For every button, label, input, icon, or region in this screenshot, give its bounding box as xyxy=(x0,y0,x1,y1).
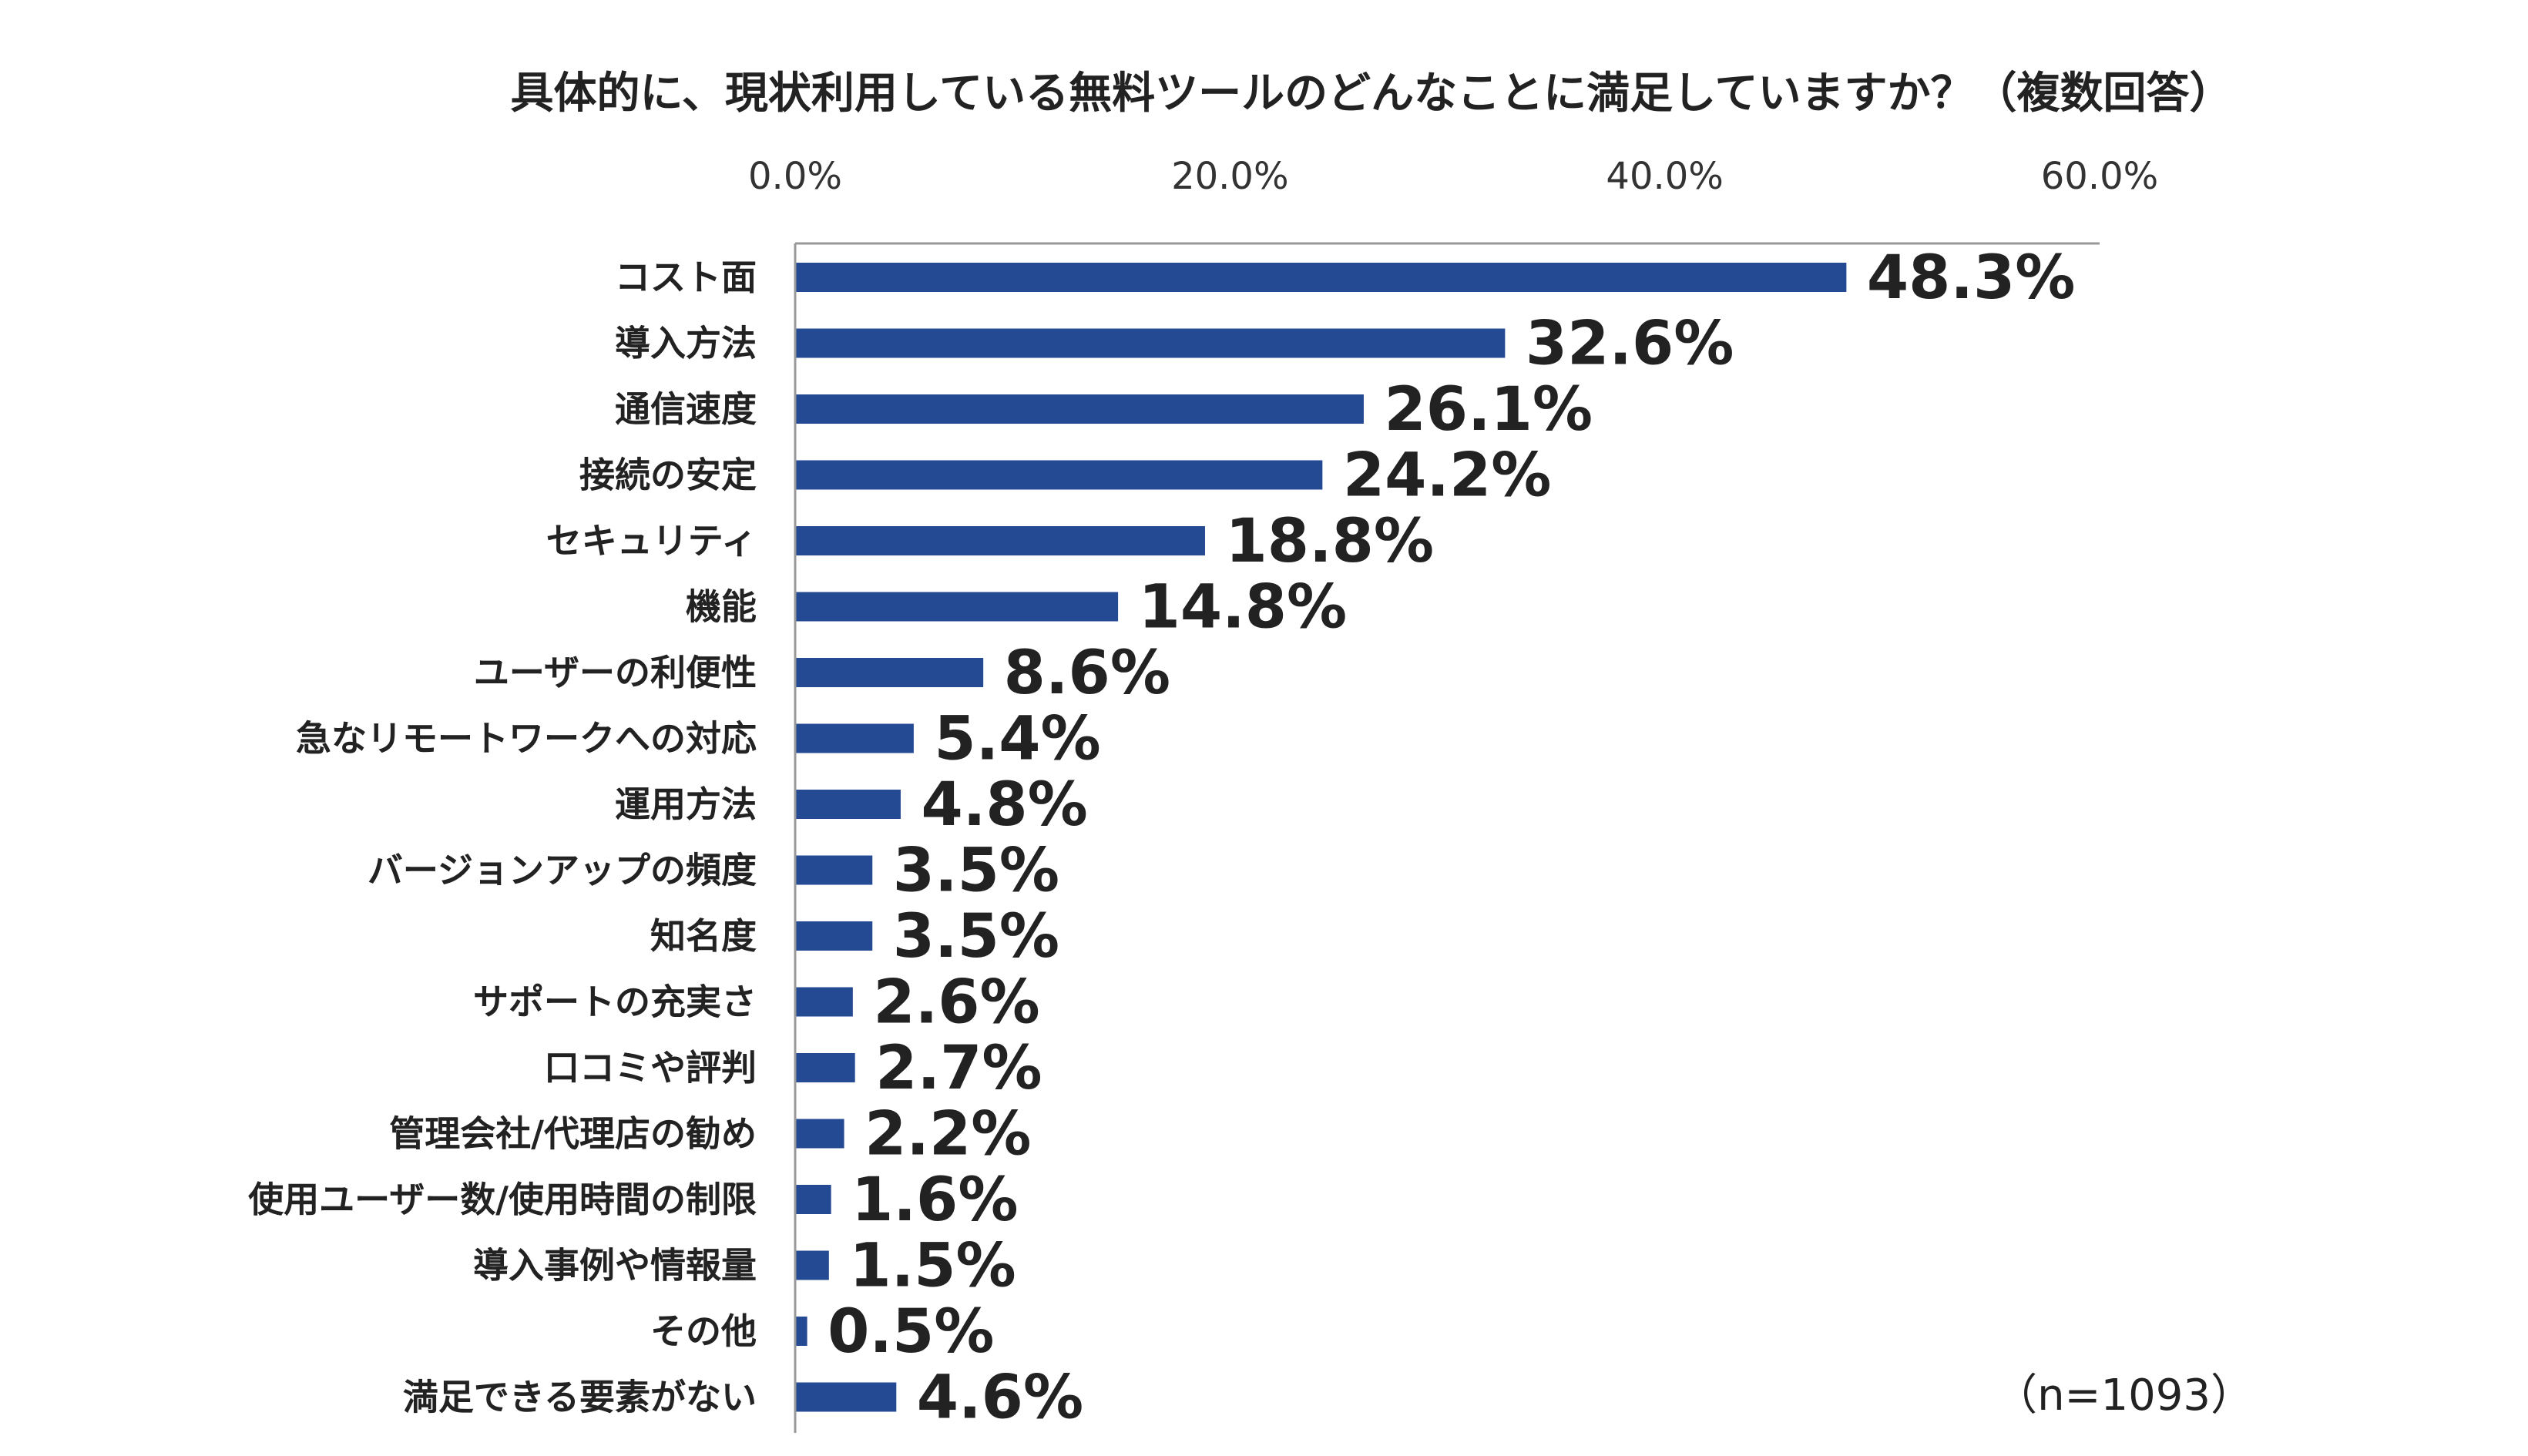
category-label: 接続の安定 xyxy=(579,455,757,496)
bar xyxy=(796,921,873,951)
bar xyxy=(796,328,1506,358)
category-label: 機能 xyxy=(686,586,757,628)
data-label: 24.2% xyxy=(1343,441,1552,511)
bar xyxy=(796,1053,855,1082)
x-tick-label: 20.0% xyxy=(1171,155,1288,198)
bar xyxy=(796,658,984,687)
data-label: 1.5% xyxy=(849,1232,1016,1301)
category-label: 知名度 xyxy=(650,915,757,957)
data-label: 8.6% xyxy=(1004,639,1170,708)
value-labels: 48.3%32.6%26.1%24.2%18.8%14.8%8.6%5.4%4.… xyxy=(828,243,2075,1433)
bar xyxy=(796,987,853,1017)
sample-size-note: （n=1093） xyxy=(1994,1370,2254,1421)
bar xyxy=(796,855,873,885)
category-label: 運用方法 xyxy=(615,783,757,825)
category-label: バージョンアップの頻度 xyxy=(368,850,757,891)
category-label: 導入方法 xyxy=(615,323,757,364)
data-label: 5.4% xyxy=(934,705,1100,774)
data-label: 3.5% xyxy=(893,902,1059,971)
category-label: サポートの充実さ xyxy=(473,981,757,1023)
data-label: 3.5% xyxy=(893,837,1059,906)
x-tick-label: 0.0% xyxy=(748,155,842,198)
bar xyxy=(796,460,1323,490)
data-label: 2.7% xyxy=(875,1034,1042,1103)
bar xyxy=(796,1185,831,1214)
data-label: 4.6% xyxy=(917,1364,1083,1433)
category-label: ユーザーの利便性 xyxy=(474,652,757,693)
bar xyxy=(796,263,1847,292)
bar xyxy=(796,790,901,819)
bar xyxy=(796,526,1205,555)
bar xyxy=(796,394,1364,424)
category-label: コスト面 xyxy=(615,257,757,298)
x-tick-label: 60.0% xyxy=(2041,155,2158,198)
category-label: 使用ユーザー数/使用時間の制限 xyxy=(248,1179,757,1220)
data-label: 18.8% xyxy=(1225,507,1434,576)
x-tick-label: 40.0% xyxy=(1606,155,1723,198)
category-label: セキュリティ xyxy=(546,520,757,562)
bar xyxy=(796,723,914,753)
axes xyxy=(794,242,2100,1433)
bar xyxy=(796,592,1119,622)
data-label: 26.1% xyxy=(1384,375,1593,445)
category-label: 通信速度 xyxy=(615,388,757,430)
data-label: 48.3% xyxy=(1867,243,2076,313)
category-labels: コスト面導入方法通信速度接続の安定セキュリティ機能ユーザーの利便性急なリモートワ… xyxy=(248,257,757,1418)
x-axis-ticks: 0.0% 20.0% 40.0% 60.0% xyxy=(748,155,2158,198)
data-label: 1.6% xyxy=(851,1166,1018,1235)
category-label: 管理会社/代理店の勧め xyxy=(389,1113,757,1155)
category-label: その他 xyxy=(650,1310,757,1352)
category-label: 満足できる要素がない xyxy=(403,1377,757,1418)
bar xyxy=(796,1382,897,1412)
bar xyxy=(796,1250,829,1280)
data-label: 14.8% xyxy=(1139,573,1348,642)
category-label: 導入事例や情報量 xyxy=(473,1245,757,1287)
bar xyxy=(796,1317,807,1346)
chart-title: 具体的に、現状利用している無料ツールのどんなことに満足していますか？（複数回答） xyxy=(511,69,2233,119)
category-label: 口コミや評判 xyxy=(544,1047,757,1089)
bar xyxy=(796,1119,844,1149)
data-label: 0.5% xyxy=(828,1297,994,1367)
data-label: 2.6% xyxy=(873,968,1039,1038)
data-label: 32.6% xyxy=(1526,310,1734,379)
category-label: 急なリモートワークへの対応 xyxy=(296,718,757,760)
bars xyxy=(796,263,1847,1412)
data-label: 4.8% xyxy=(921,770,1087,840)
data-label: 2.2% xyxy=(864,1100,1031,1169)
